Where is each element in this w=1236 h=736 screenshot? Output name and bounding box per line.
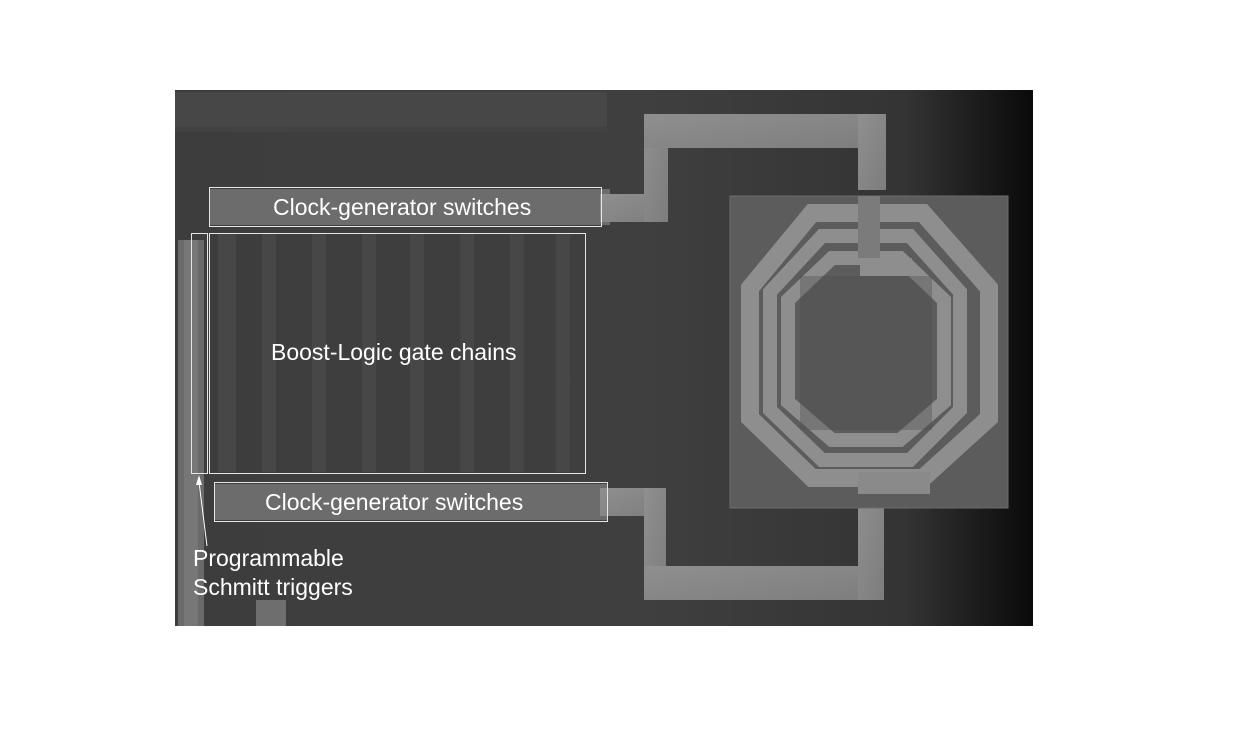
label-schmitt-line1: Programmable [193,545,344,571]
inductor-crossover [858,196,880,258]
label-clock-switches-top: Clock-generator switches [273,194,532,220]
inductor-feed [860,258,912,276]
schmitt-trigger-box [191,233,208,474]
boost-logic-box [209,233,586,474]
inductor-underpass [858,472,930,494]
clock-switch-bar-top [210,189,610,225]
interconnect-top [600,114,886,222]
logic-columns [218,234,570,472]
label-boost-logic: Boost-Logic gate chains [271,339,517,365]
clock-switch-box-bottom [214,482,608,522]
top-metal-band-edge [175,126,607,132]
interconnect-bottom [600,480,884,600]
lower-pad-tab [256,600,286,626]
label-schmitt-line2: Schmitt triggers [193,574,353,600]
clock-switch-bar-bottom [215,484,607,520]
label-clock-switches-bottom: Clock-generator switches [265,489,524,515]
inductor-core [800,276,932,430]
clock-switch-box-top [209,187,602,227]
top-metal-band [175,92,607,126]
